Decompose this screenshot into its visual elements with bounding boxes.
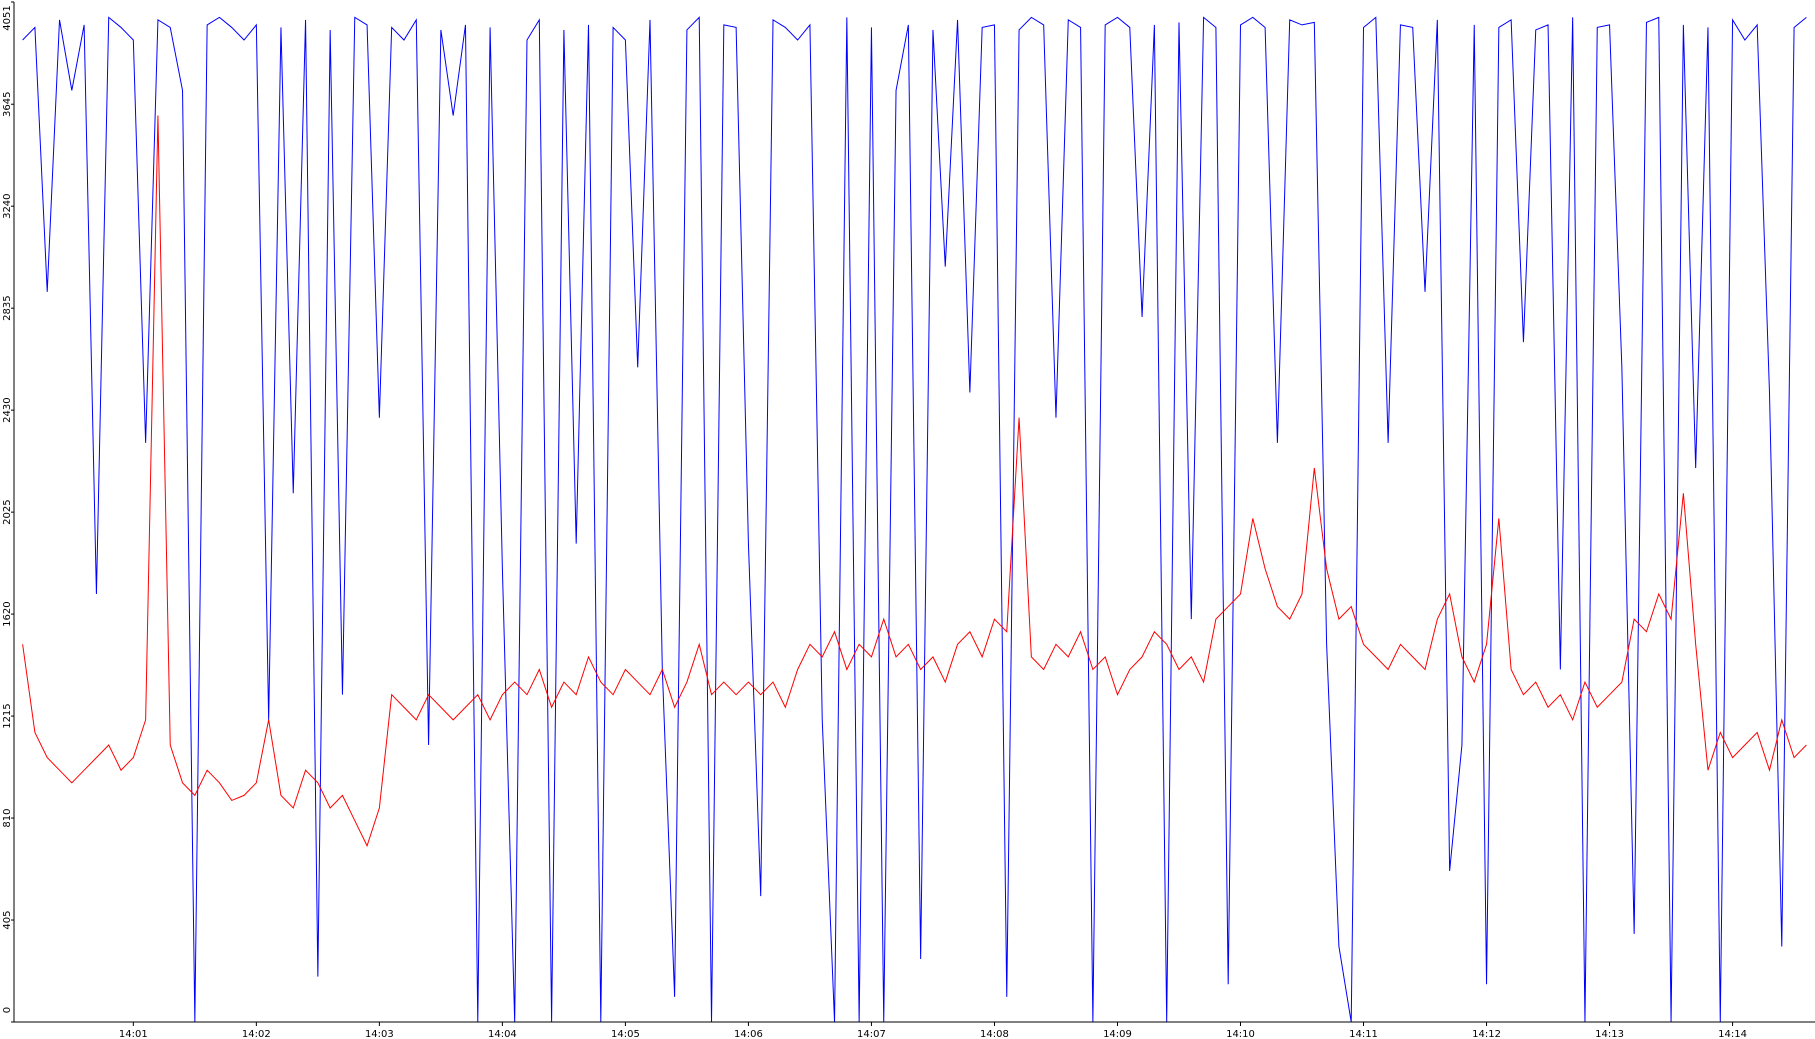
y-tick-label: 2025 [2,499,13,524]
x-tick-label: 14:07 [857,1029,886,1039]
y-tick-label: 3240 [2,193,13,218]
x-tick-label: 14:12 [1472,1029,1501,1039]
y-tick-label: 1215 [2,703,13,728]
y-tick-label: 1620 [2,601,13,626]
x-tick-label: 14:05 [611,1029,640,1039]
x-tick-label: 14:01 [119,1029,148,1039]
y-tick-label: 810 [2,809,13,828]
x-tick-label: 14:02 [242,1029,271,1039]
y-tick-label: 2835 [2,295,13,320]
x-tick-label: 14:04 [488,1029,517,1039]
x-tick-label: 14:03 [365,1029,394,1039]
x-tick-label: 14:10 [1226,1029,1255,1039]
y-tick-label: 3645 [2,92,13,117]
x-tick-label: 14:06 [734,1029,763,1039]
x-tick-label: 14:14 [1718,1029,1747,1039]
y-tick-label: 0 [2,1007,13,1013]
x-tick-label: 14:13 [1595,1029,1624,1039]
x-tick-label: 14:11 [1349,1029,1378,1039]
series-line [22,16,1807,1023]
x-tick-label: 14:09 [1103,1029,1132,1039]
y-tick-label: 2430 [2,397,13,422]
series-line [22,115,1807,848]
x-tick-label: 14:08 [980,1029,1009,1039]
y-tick-label: 405 [2,910,13,929]
y-tick-label: 4051 [2,5,13,30]
